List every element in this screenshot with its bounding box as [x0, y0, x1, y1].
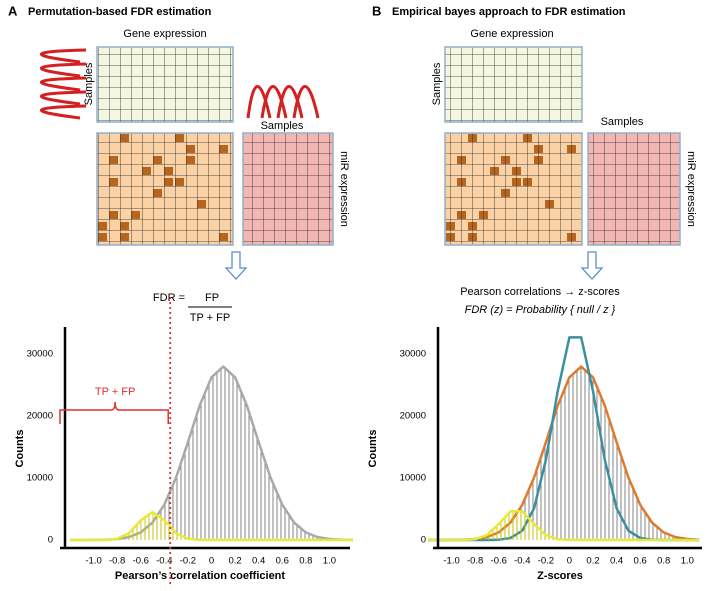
x-tick-label: 0.4	[610, 556, 623, 567]
x-tick-label: 0.2	[228, 556, 241, 567]
panel-title: Empirical bayes approach to FDR estimati…	[392, 6, 626, 18]
y-tick-label: 30000	[27, 349, 53, 360]
arrow	[224, 251, 248, 280]
brace	[59, 401, 169, 424]
arrow	[580, 251, 604, 280]
x-tick-label: 0	[209, 556, 214, 567]
mir-label: miR expression	[685, 151, 697, 227]
formula: FDR (z) = Probability { null / z }	[465, 304, 616, 316]
red-arcs	[40, 48, 320, 120]
y-tick-label: 20000	[400, 411, 426, 422]
x-tick-label: 0.4	[252, 556, 265, 567]
x-tick-label: 1.0	[681, 556, 694, 567]
curve	[428, 510, 700, 542]
formula: Pearson correlations → z-scores	[460, 286, 620, 298]
matrix-title: Gene expression	[123, 28, 206, 40]
x-tick-label: 0.6	[276, 556, 289, 567]
y-axis-label: Counts	[14, 430, 26, 468]
x-tick-label: -1.0	[443, 556, 459, 567]
area	[428, 366, 700, 540]
mir-matrix-grid	[587, 132, 681, 246]
x-tick-label: -0.6	[133, 556, 149, 567]
mir-label: miR expression	[338, 151, 350, 227]
panel-label: A	[8, 3, 18, 18]
x-axis-label: Pearson’s correlation coefficient	[115, 570, 285, 582]
x-tick-label: 0.8	[657, 556, 670, 567]
samples-label: Samples	[83, 62, 95, 105]
y-tick-label: 10000	[27, 473, 53, 484]
x-tick-label: -0.4	[156, 556, 172, 567]
x-tick-label: 0.6	[634, 556, 647, 567]
x-tick-label: 0	[567, 556, 572, 567]
x-tick-label: -0.2	[180, 556, 196, 567]
samples-label: Samples	[431, 62, 443, 105]
x-tick-label: 1.0	[323, 556, 336, 567]
formula: FP	[205, 292, 219, 304]
panel-title: Permutation-based FDR estimation	[28, 6, 212, 18]
x-tick-label: -0.4	[514, 556, 530, 567]
mir-matrix-grid	[242, 132, 334, 246]
x-axis-label: Z-scores	[537, 570, 583, 582]
x-tick-label: 0.8	[299, 556, 312, 567]
area	[70, 366, 353, 540]
gene-matrix-grid	[444, 46, 583, 123]
annotation: TP + FP	[95, 386, 135, 398]
x-tick-label: 0.2	[586, 556, 599, 567]
formula: FDR =	[153, 292, 185, 304]
y-tick-label: 0	[48, 535, 53, 546]
y-tick-label: 0	[421, 535, 426, 546]
samples-label: Samples	[261, 120, 304, 132]
x-tick-label: -0.8	[467, 556, 483, 567]
area	[428, 511, 700, 540]
combined-matrix-grid	[444, 132, 583, 246]
curve	[70, 510, 353, 542]
matrix-title: Gene expression	[470, 28, 553, 40]
y-tick-label: 20000	[27, 411, 53, 422]
combined-matrix-grid	[96, 132, 234, 246]
formula: TP + FP	[190, 312, 230, 324]
y-tick-label: 30000	[400, 349, 426, 360]
x-tick-label: -0.6	[491, 556, 507, 567]
gene-matrix-grid	[96, 46, 234, 123]
panel-label: B	[372, 3, 381, 18]
x-tick-label: -0.2	[538, 556, 554, 567]
y-axis-label: Counts	[367, 430, 379, 468]
area	[70, 512, 353, 540]
samples-label: Samples	[601, 116, 644, 128]
y-tick-label: 10000	[400, 473, 426, 484]
x-tick-label: -0.8	[109, 556, 125, 567]
x-tick-label: -1.0	[85, 556, 101, 567]
